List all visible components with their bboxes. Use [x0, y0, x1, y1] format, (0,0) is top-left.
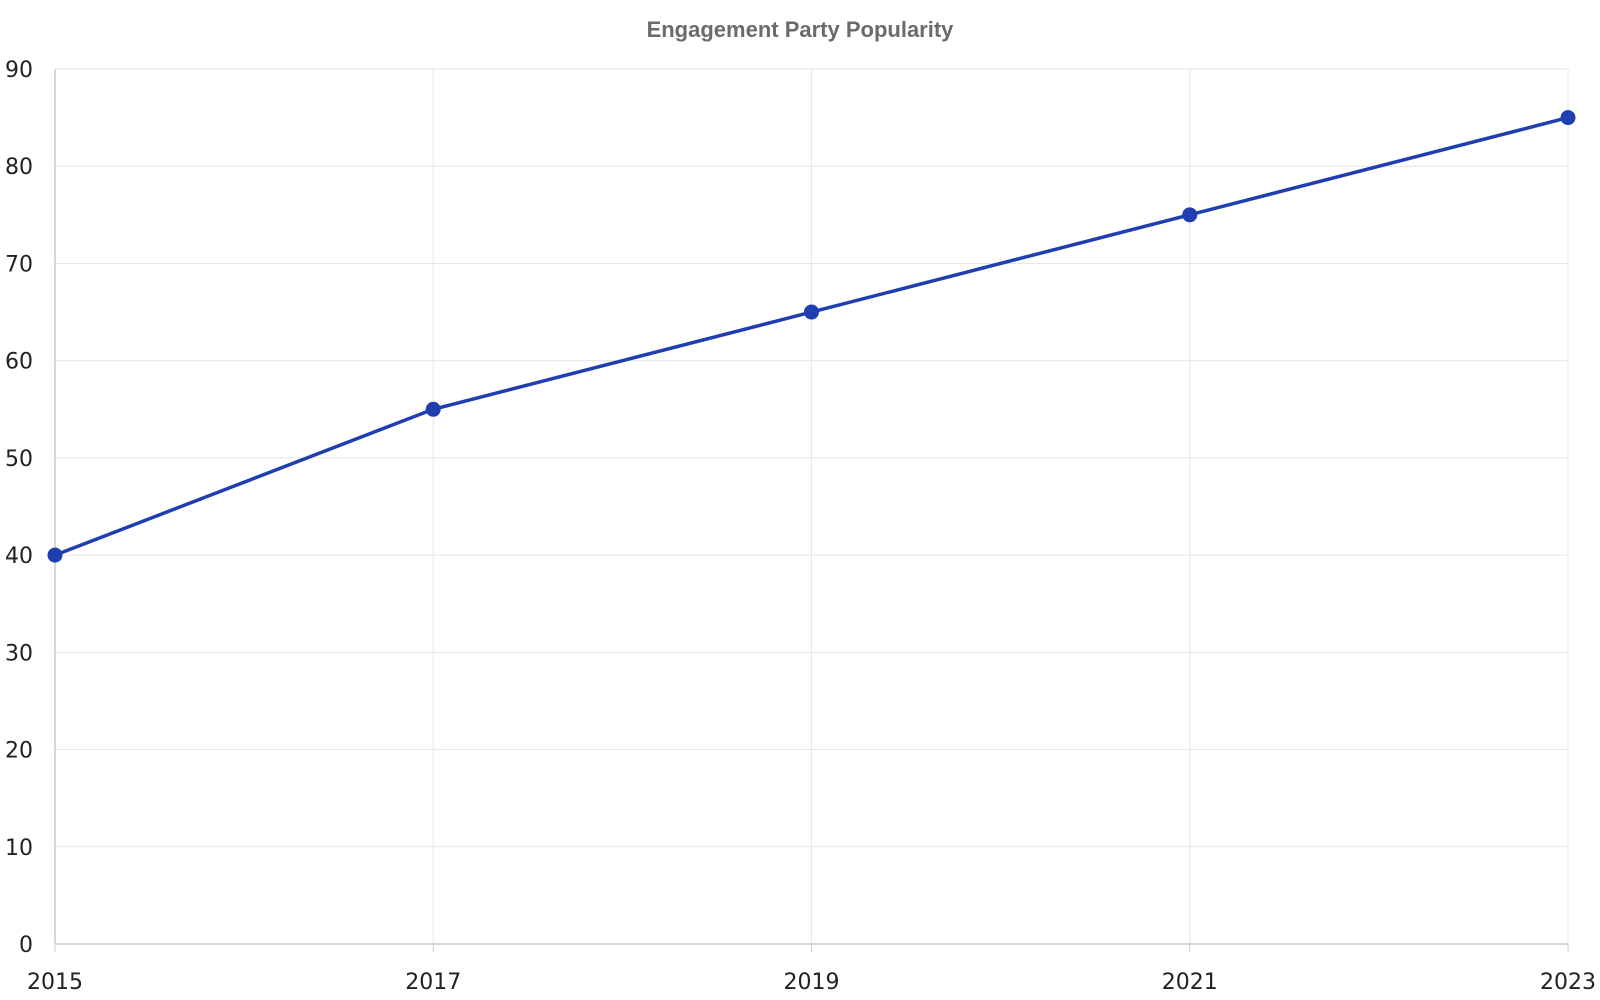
y-tick-label: 10	[5, 836, 33, 861]
data-point	[1560, 110, 1576, 126]
y-tick-label: 70	[5, 252, 33, 277]
data-point	[47, 547, 63, 563]
data-point	[425, 401, 441, 417]
data-point	[1182, 207, 1198, 223]
x-tick-label: 2017	[405, 970, 461, 995]
y-tick-label: 50	[5, 447, 33, 472]
x-tick-label: 2021	[1162, 970, 1218, 995]
data-point	[804, 304, 819, 320]
y-tick-label: 40	[5, 544, 33, 569]
x-tick-label: 2015	[27, 970, 83, 995]
y-tick-label: 0	[19, 933, 33, 958]
y-tick-label: 60	[5, 350, 33, 375]
x-tick-label: 2023	[1540, 970, 1596, 995]
x-tick-label: 2019	[784, 970, 840, 995]
y-tick-label: 20	[5, 739, 33, 764]
y-tick-label: 30	[5, 641, 33, 666]
y-tick-label: 90	[5, 58, 33, 83]
y-tick-label: 80	[5, 155, 33, 180]
chart-title: Engagement Party Popularity	[646, 17, 954, 42]
